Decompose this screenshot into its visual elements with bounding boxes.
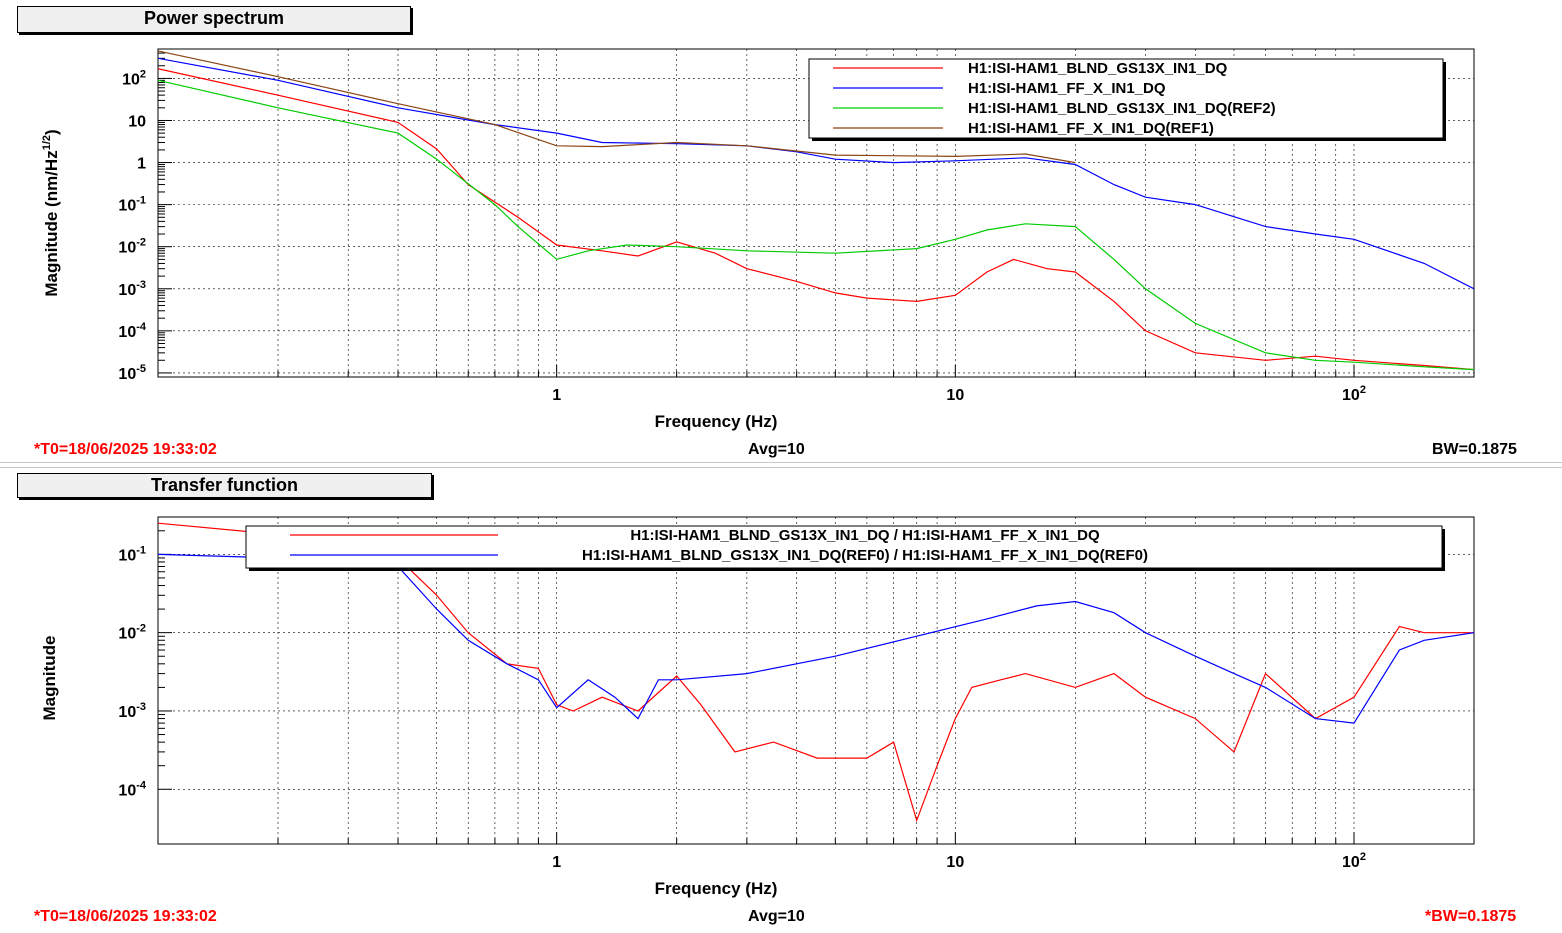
series-line-3 (158, 79, 1474, 371)
y-tick-label: 10-5 (118, 363, 146, 383)
y-tick-label: 10 (128, 113, 146, 130)
y-tick-label: 10-3 (118, 701, 146, 721)
power-spectrum-plot[interactable]: 1 10 102 10-5 10-4 10-3 10-2 10-1 1 10 102 Frequenc… (0, 0, 1562, 462)
legend-entry: H1:ISI-HAM1_BLND_GS13X_IN1_DQ / H1:ISI-H… (630, 527, 1100, 544)
bw-label: BW=0.1875 (1432, 441, 1517, 458)
avg-label: Avg=10 (748, 908, 805, 925)
y-axis-label: Magnitude (40, 636, 59, 721)
x-axis-label: Frequency (Hz) (655, 879, 778, 898)
transfer-function-panel: Transfer function 1 10 102 10-4 10-3 10-2 10-1… (0, 467, 1562, 933)
power-spectrum-panel: Power spectrum 1 10 102 10-5 10-4 10-3 10-2 10-… (0, 0, 1562, 463)
bw-label: *BW=0.1875 (1425, 908, 1517, 925)
x-tick-label: 10 (946, 387, 964, 404)
legend-entry: H1:ISI-HAM1_BLND_GS13X_IN1_DQ (968, 60, 1228, 77)
legend-box (808, 58, 1444, 139)
y-tick-label: 10-4 (118, 321, 146, 341)
y-tick-label: 10-4 (118, 779, 146, 799)
y-tick-label: 10-1 (118, 195, 146, 215)
x-tick-label: 1 (552, 387, 561, 404)
chart-title: Transfer function (17, 473, 432, 498)
y-tick-label: 10-1 (118, 544, 146, 564)
y-axis-label: Magnitude (nm/Hz1/2) (41, 129, 61, 296)
series-line-2 (158, 57, 1474, 290)
series-line-2 (158, 553, 1474, 724)
avg-label: Avg=10 (748, 441, 805, 458)
legend-entry: H1:ISI-HAM1_FF_X_IN1_DQ (968, 80, 1166, 97)
legend-entry: H1:ISI-HAM1_BLND_GS13X_IN1_DQ(REF2) (968, 100, 1276, 117)
series-line-4 (158, 50, 1076, 164)
transfer-function-plot[interactable]: 1 10 102 10-4 10-3 10-2 10-1 Frequency (Hz) Magn… (0, 468, 1562, 933)
t0-label: *T0=18/06/2025 19:33:02 (34, 908, 217, 925)
legend-entry: H1:ISI-HAM1_BLND_GS13X_IN1_DQ(REF0) / H1… (582, 547, 1148, 564)
series-line-1 (158, 68, 1474, 371)
y-tick-label: 10-3 (118, 279, 146, 299)
chart-title: Power spectrum (17, 6, 411, 33)
legend-entry: H1:ISI-HAM1_FF_X_IN1_DQ(REF1) (968, 120, 1214, 137)
x-axis-label: Frequency (Hz) (655, 412, 778, 431)
x-tick-label: 102 (1342, 851, 1366, 871)
legend-box (245, 525, 1443, 569)
x-tick-label: 1 (552, 854, 561, 871)
y-tick-label: 102 (122, 68, 146, 88)
t0-label: *T0=18/06/2025 19:33:02 (34, 441, 217, 458)
x-tick-label: 10 (946, 854, 964, 871)
y-tick-label: 10-2 (118, 623, 146, 643)
x-tick-label: 102 (1342, 384, 1366, 404)
y-tick-label: 1 (137, 156, 146, 173)
y-tick-label: 10-2 (118, 237, 146, 257)
series-line-1 (158, 522, 1474, 823)
